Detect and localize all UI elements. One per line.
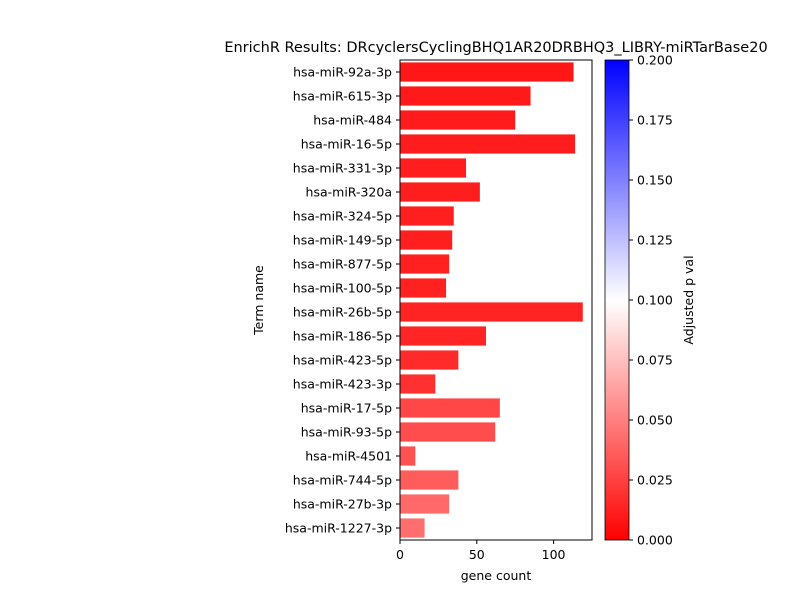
plot-frame	[399, 59, 593, 541]
y-tick-label: hsa-miR-744-5p	[293, 473, 392, 488]
y-tick-label: hsa-miR-100-5p	[293, 281, 392, 296]
bar	[400, 494, 450, 514]
x-tick-label: 0	[396, 547, 404, 562]
y-tick-label: hsa-miR-1227-3p	[285, 521, 392, 536]
bar	[400, 62, 574, 82]
y-tick-label: hsa-miR-423-5p	[293, 353, 392, 368]
bar	[400, 182, 480, 202]
y-tick-label: hsa-miR-16-5p	[301, 137, 392, 152]
bar	[400, 374, 436, 394]
y-tick-label: hsa-miR-93-5p	[301, 425, 392, 440]
x-tick-label: 100	[542, 547, 566, 562]
colorbar	[604, 59, 630, 541]
colorbar-ticks: 0.000 0.025 0.050 0.075 0.100 0.125 0.150 0.175…	[629, 53, 673, 548]
bar	[400, 206, 454, 226]
y-tick-label: hsa-miR-26b-5p	[293, 305, 392, 320]
colorbar-tick-label: 0.175	[637, 113, 673, 128]
x-axis-label: gene count	[461, 568, 532, 583]
y-tick-label: hsa-miR-92a-3p	[293, 65, 392, 80]
bar	[400, 398, 500, 418]
y-tick-label: hsa-miR-423-3p	[293, 377, 392, 392]
chart-title: EnrichR Results: DRcyclersCyclingBHQ1AR2…	[224, 40, 767, 56]
y-tick-label: hsa-miR-877-5p	[293, 257, 392, 272]
bar	[400, 110, 516, 130]
colorbar-tick-label: 0.000	[637, 533, 673, 548]
colorbar-tick-label: 0.200	[637, 53, 673, 68]
y-tick-label: hsa-miR-331-3p	[293, 161, 392, 176]
y-tick-label: hsa-miR-324-5p	[293, 209, 392, 224]
y-tick-label: hsa-miR-615-3p	[293, 89, 392, 104]
y-tick-label: hsa-miR-186-5p	[293, 329, 392, 344]
bar	[400, 470, 459, 490]
colorbar-label: Adjusted p val	[681, 255, 696, 344]
x-tick-labels: 0 50 100	[396, 540, 566, 562]
bar	[400, 446, 416, 466]
bars-group	[400, 62, 583, 538]
colorbar-tick-label: 0.050	[637, 413, 673, 428]
bar	[400, 302, 583, 322]
y-tick-label: hsa-miR-320a	[306, 185, 392, 200]
bar	[400, 278, 447, 298]
y-axis-label: Term name	[251, 265, 266, 336]
bar	[400, 158, 467, 178]
x-tick-label: 50	[469, 547, 485, 562]
y-tick-label: hsa-miR-4501	[305, 449, 392, 464]
bar	[400, 350, 459, 370]
colorbar-tick-label: 0.075	[637, 353, 673, 368]
bar	[400, 254, 450, 274]
bar	[400, 422, 496, 442]
colorbar-tick-label: 0.025	[637, 473, 673, 488]
bar	[400, 134, 576, 154]
y-tick-label: hsa-miR-484	[313, 113, 392, 128]
bar	[400, 326, 487, 346]
colorbar-tick-label: 0.100	[637, 293, 673, 308]
y-tick-labels: hsa-miR-92a-3p hsa-miR-615-3p hsa-miR-484 h…	[285, 65, 400, 536]
colorbar-tick-label: 0.150	[637, 173, 673, 188]
y-tick-label: hsa-miR-27b-3p	[293, 497, 392, 512]
y-tick-label: hsa-miR-17-5p	[301, 401, 392, 416]
colorbar-tick-label: 0.125	[637, 233, 673, 248]
bar	[400, 86, 531, 106]
bar	[400, 230, 453, 250]
y-tick-label: hsa-miR-149-5p	[293, 233, 392, 248]
bar	[400, 518, 425, 538]
